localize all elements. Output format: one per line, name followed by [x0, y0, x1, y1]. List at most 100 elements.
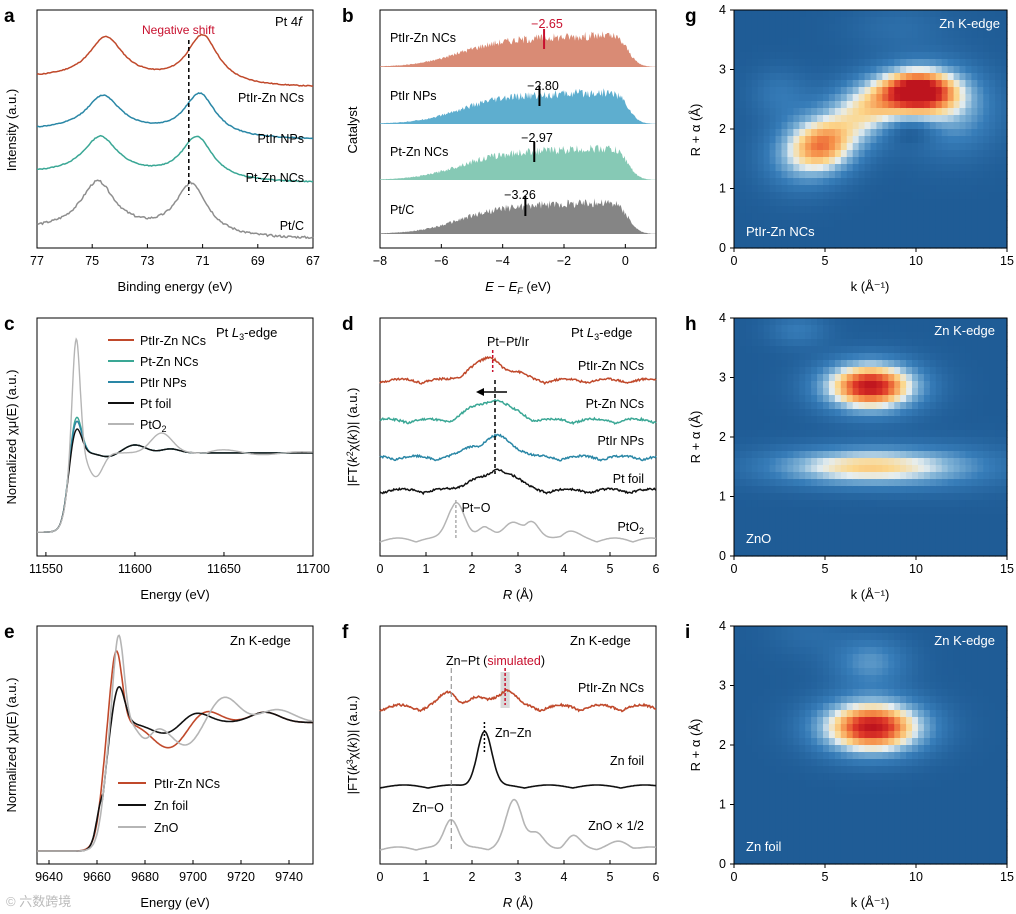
i-cell — [763, 773, 771, 781]
i-cell — [745, 682, 753, 690]
y-tick-label: 3 — [719, 63, 726, 77]
h-cell — [739, 423, 747, 431]
h-cell — [751, 402, 759, 410]
g-cell — [763, 17, 771, 25]
g-cell — [834, 220, 842, 228]
g-cell — [805, 122, 812, 130]
g-cell — [846, 10, 854, 18]
g-cell — [787, 24, 794, 32]
g-cell — [840, 213, 848, 221]
g-cell — [971, 199, 978, 207]
h-cell — [876, 318, 883, 326]
g-cell — [763, 52, 771, 60]
h-cell — [852, 479, 860, 487]
h-cell — [989, 451, 996, 459]
h-cell — [805, 535, 812, 543]
h-cell — [864, 514, 872, 522]
g-cell — [745, 220, 753, 228]
i-cell — [989, 696, 996, 704]
g-cell — [977, 234, 984, 242]
g-cell — [751, 38, 759, 46]
g-cell — [787, 206, 794, 214]
g-cell — [834, 108, 842, 116]
g-cell — [834, 143, 842, 151]
g-cell — [906, 101, 913, 109]
h-cell — [923, 402, 931, 410]
h-cell — [745, 549, 753, 557]
h-cell — [929, 451, 937, 459]
g-cell — [965, 178, 972, 186]
h-cell — [763, 479, 771, 487]
h-cell — [840, 416, 848, 424]
g-cell — [989, 150, 996, 158]
g-cell — [912, 192, 919, 200]
h-cell — [989, 346, 996, 354]
i-cell — [929, 647, 937, 655]
g-cell — [793, 164, 800, 172]
h-cell — [751, 367, 759, 375]
h-cell — [823, 346, 830, 354]
i-cell — [995, 682, 1002, 690]
i-cell — [775, 738, 783, 746]
g-cell — [734, 157, 741, 165]
i-cell — [941, 647, 949, 655]
g-cell — [917, 52, 925, 60]
g-cell — [953, 136, 961, 144]
i-cell — [977, 654, 984, 662]
g-cell — [852, 101, 860, 109]
a-label-ptzn: Pt-Zn NCs — [246, 171, 304, 185]
i-cell — [912, 857, 919, 865]
i-cell — [953, 689, 961, 697]
h-cell — [793, 409, 800, 417]
i-cell — [769, 717, 777, 725]
i-cell — [828, 801, 836, 809]
i-cell — [745, 703, 753, 711]
g-cell — [828, 234, 836, 242]
i-cell — [793, 717, 800, 725]
g-cell — [989, 220, 996, 228]
i-cell — [745, 724, 753, 732]
g-cell — [989, 59, 996, 67]
h-cell — [858, 507, 866, 515]
h-cell — [888, 542, 895, 550]
h-cell — [977, 395, 984, 403]
i-cell — [787, 850, 794, 858]
h-cell — [840, 521, 848, 529]
i-cell — [817, 808, 824, 816]
h-cell — [876, 346, 883, 354]
g-cell — [793, 185, 800, 193]
i-cell — [751, 787, 759, 795]
h-cell — [1001, 437, 1008, 445]
g-cell — [906, 87, 913, 95]
h-cell — [763, 500, 771, 508]
i-cell — [894, 843, 901, 851]
panel-c-label: c — [4, 314, 15, 335]
h-cell — [828, 528, 836, 536]
g-cell — [745, 241, 753, 249]
h-cell — [959, 521, 967, 529]
h-cell — [989, 528, 996, 536]
i-cell — [870, 850, 878, 858]
i-cell — [739, 724, 747, 732]
g-cell — [971, 157, 978, 165]
g-cell — [840, 122, 848, 130]
g-cell — [894, 185, 901, 193]
i-cell — [965, 759, 972, 767]
h-cell — [799, 507, 806, 515]
i-cell — [995, 829, 1002, 837]
h-cell — [870, 318, 878, 326]
g-cell — [876, 122, 883, 130]
y-tick-label: 2 — [719, 430, 726, 444]
i-cell — [734, 689, 741, 697]
i-cell — [947, 850, 955, 858]
g-cell — [900, 213, 907, 221]
g-cell — [965, 87, 972, 95]
h-cell — [734, 423, 741, 431]
g-cell — [828, 241, 836, 249]
h-cell — [769, 514, 777, 522]
i-cell — [828, 808, 836, 816]
i-cell — [929, 780, 937, 788]
i-cell — [817, 752, 824, 760]
g-cell — [745, 59, 753, 67]
g-cell — [852, 24, 860, 32]
